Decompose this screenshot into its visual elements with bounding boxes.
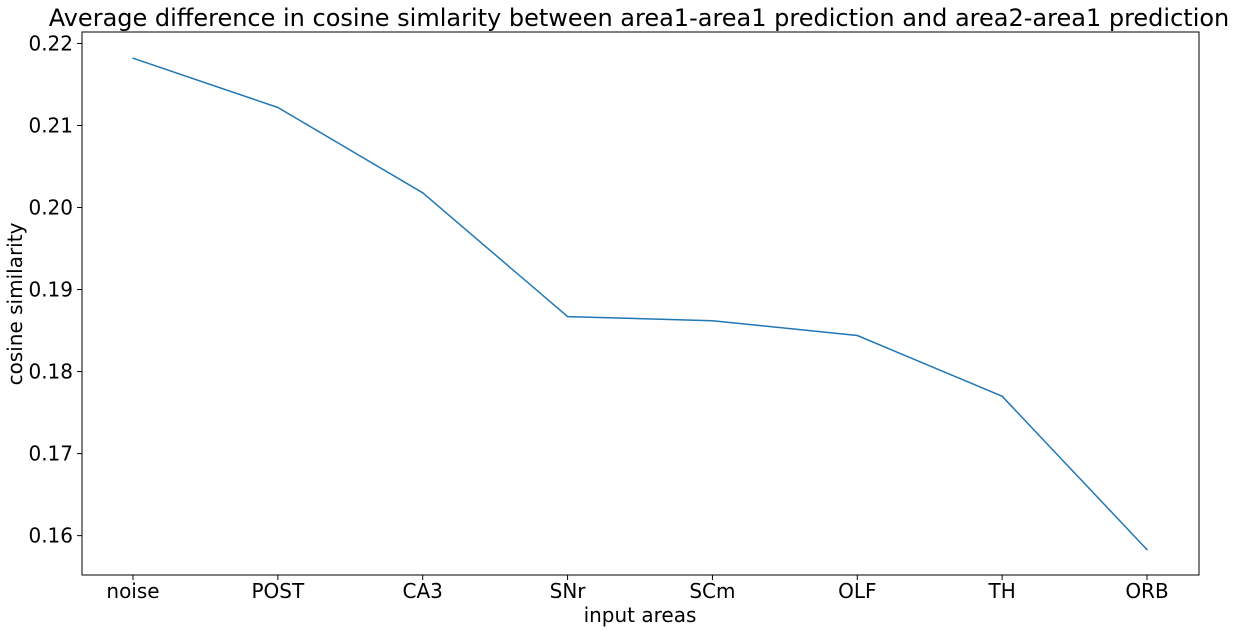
x-axis-label: input areas [584,603,697,627]
data-point [1001,395,1003,397]
y-axis-label: cosine similarity [3,222,27,385]
y-tick-label: 0.20 [28,196,73,220]
x-tick-label: noise [106,579,159,603]
series-line [132,57,1148,551]
data-point [856,334,859,337]
data-point [132,57,134,60]
y-tick-label: 0.21 [28,114,73,138]
series-layer [132,57,1148,551]
data-point [421,191,424,194]
x-tick-label: SNr [550,579,587,603]
data-point [711,319,714,322]
y-tick-label: 0.16 [28,524,73,548]
data-point [1146,548,1148,551]
plot-frame [81,31,1200,576]
y-axis-ticks: 0.16 0.17 0.18 0.19 0.20 0.21 0.22 [28,31,82,548]
x-tick-label: CA3 [403,579,443,603]
x-axis-ticks: noise POST CA3 SNr SCm OLF TH ORB [106,575,1169,603]
y-tick-label: 0.19 [28,278,73,302]
x-tick-label: OLF [838,579,876,603]
y-tick-label: 0.18 [28,360,73,384]
x-tick-label: POST [251,579,304,603]
x-tick-label: SCm [689,579,735,603]
chart-title: Average difference in cosine simlarity b… [49,4,1230,32]
data-point [277,106,279,109]
y-tick-label: 0.22 [28,31,73,55]
x-tick-label: ORB [1125,579,1168,603]
x-tick-label: TH [988,579,1016,603]
data-point [566,315,569,318]
y-tick-label: 0.17 [28,442,73,466]
